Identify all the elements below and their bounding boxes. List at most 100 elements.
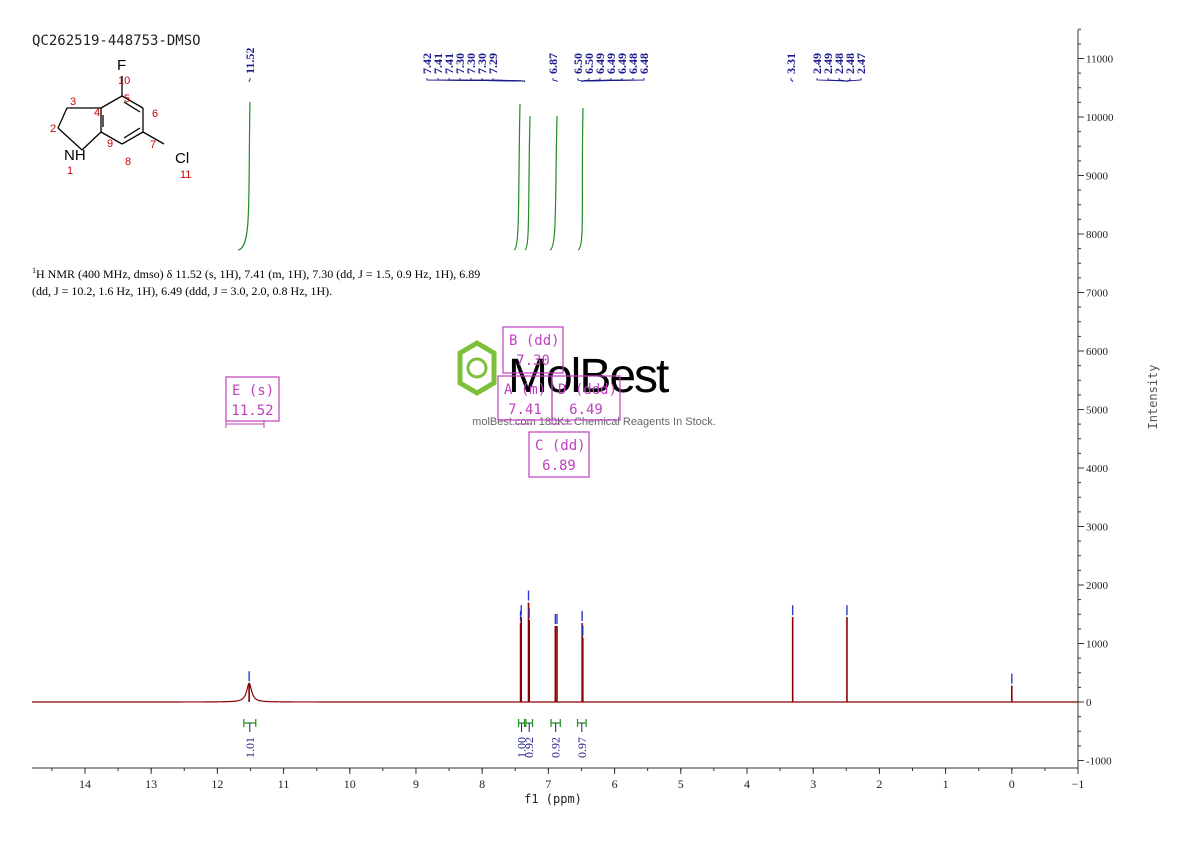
peak-label: 6.49 (593, 53, 607, 74)
multiplet-id: E (s) (232, 383, 274, 399)
integral-value: 0.92 (522, 737, 536, 758)
peak-label-connector (492, 78, 525, 82)
multiplet-box (502, 326, 564, 374)
axes-group: 14 13 12 11 10 9 8 7 6 5 4 3 2 1 0 −1110001000090008000… (32, 28, 1160, 806)
multiplet-shift: 7.30 (516, 353, 550, 369)
peak-label: 7.41 (442, 53, 456, 74)
peak-label: 7.29 (486, 53, 500, 74)
x-tick-label: 6 (612, 777, 618, 791)
nmr-description: 1H NMR (400 MHz, dmso) δ 11.52 (s, 1H), … (32, 262, 692, 300)
atom-number: 10 (118, 75, 130, 87)
integral-value: 0.97 (575, 737, 589, 758)
x-tick-label: 11 (278, 777, 290, 791)
x-tick-label: 0 (1009, 777, 1015, 791)
x-tick-label: 1 (943, 777, 949, 791)
atom-number: 1 (67, 165, 73, 177)
peak-label: 7.30 (475, 53, 489, 74)
peak-label: 2.47 (854, 53, 868, 74)
structure-bond (121, 131, 144, 145)
y-tick-label: 1000 (1086, 639, 1109, 651)
multiplet-shift: 6.89 (542, 458, 576, 474)
peak-label: 2.49 (810, 53, 824, 74)
sample-id: QC262519-448753-DMSO (32, 33, 201, 49)
multiplet-box (225, 376, 280, 422)
y-tick-label: 10000 (1086, 112, 1114, 124)
peak-label: 7.42 (420, 53, 434, 74)
peak-label-connector (577, 78, 583, 82)
peak-label: 6.48 (637, 53, 651, 74)
peak-label-connector (827, 78, 848, 82)
peak-label: 6.87 (546, 53, 560, 74)
x-tick-label: 2 (876, 777, 882, 791)
structure-bond (57, 127, 83, 151)
integral-curve (549, 115, 558, 251)
peak-label: 6.49 (604, 53, 618, 74)
peak-label-connector (790, 78, 794, 82)
y-tick-label: 0 (1086, 697, 1092, 709)
structure-bond (100, 95, 123, 109)
integral-curves-group (237, 101, 584, 251)
multiplet-id: B (dd) (509, 333, 560, 349)
x-tick-label: 7 (545, 777, 551, 791)
peak-label: 6.50 (571, 53, 585, 74)
y-tick-label: 5000 (1086, 405, 1109, 417)
ring-number: 7 (150, 139, 156, 151)
peak-label: 7.30 (464, 53, 478, 74)
x-tick-label: 5 (678, 777, 684, 791)
y-tick-label: 7000 (1086, 288, 1109, 300)
structure-bond (100, 131, 123, 145)
multiplet-id: D (ddd) (558, 382, 617, 398)
peak-label: 6.50 (582, 53, 596, 74)
peak-label: 11.52 (243, 48, 257, 74)
nmr-description-sup: 1 (32, 266, 36, 275)
multiplet-shift: 6.49 (569, 402, 603, 418)
integral-labels-group: 1.01 1.000.92 0.92 0.97 (243, 719, 589, 758)
multiplet-shift: 7.41 (508, 402, 542, 418)
structure-bond (123, 101, 141, 113)
multiplet-shift: 11.52 (231, 403, 273, 419)
structure-bond (81, 131, 102, 151)
watermark-logo-ring (466, 357, 488, 379)
peak-label: 2.48 (843, 53, 857, 74)
peak-label-connector (248, 78, 251, 82)
peak-label: 2.49 (821, 53, 835, 74)
ring-number: 6 (152, 108, 158, 120)
ring-number: 4 (94, 107, 100, 119)
nmr-description-line1: H NMR (400 MHz, dmso) δ 11.52 (s, 1H), 7… (36, 267, 481, 281)
multiplet-boxes-group: E (s) 11.52 B (dd) 7.30 A (m) 7.41 D (ddd) 6.49… (225, 326, 621, 478)
x-tick-label: 8 (479, 777, 485, 791)
multiplet-id: A (m) (504, 382, 546, 398)
chemical-structure: F10 NH1 Cl 11 2 3 4 5 6 7 89 (50, 57, 191, 181)
multiplet-box (528, 431, 590, 478)
multiplet-range (225, 420, 265, 428)
integral-value: 0.92 (549, 737, 563, 758)
ring-number: 9 (107, 138, 113, 150)
y-tick-label: 2000 (1086, 580, 1109, 592)
watermark-tagline: molBest.com 180K+ Chemical Reagents In S… (472, 416, 716, 428)
peak-label-connector (552, 78, 558, 82)
structure-bond (121, 95, 144, 109)
peak-label: 6.48 (626, 53, 640, 74)
spectrum-group (32, 590, 1078, 703)
y-tick-label: -1000 (1086, 756, 1112, 768)
integral-curve (577, 107, 584, 251)
y-tick-label: 9000 (1086, 171, 1109, 183)
structure-bond (123, 127, 141, 139)
y-tick-label: 6000 (1086, 346, 1109, 358)
peak-label-connector (581, 78, 645, 82)
integral-curve (524, 115, 531, 251)
ring-number: 8 (125, 156, 131, 168)
peak-label: 2.48 (832, 53, 846, 74)
y-axis-label: Intensity (1146, 364, 1160, 429)
peak-label: 7.30 (453, 53, 467, 74)
x-tick-label: −1 (1072, 777, 1085, 791)
watermark-logo-icon (457, 340, 497, 396)
x-tick-label: 13 (145, 777, 157, 791)
atom-label: Cl (175, 150, 189, 167)
nmr-description-line2: (dd, J = 10.2, 1.6 Hz, 1H), 6.49 (ddd, J… (32, 284, 333, 298)
atom-number: 11 (180, 169, 191, 181)
atom-label: NH (64, 147, 86, 164)
x-axis-label: f1 (ppm) (524, 792, 582, 806)
integral-curve (513, 103, 521, 251)
x-tick-label: 4 (744, 777, 750, 791)
